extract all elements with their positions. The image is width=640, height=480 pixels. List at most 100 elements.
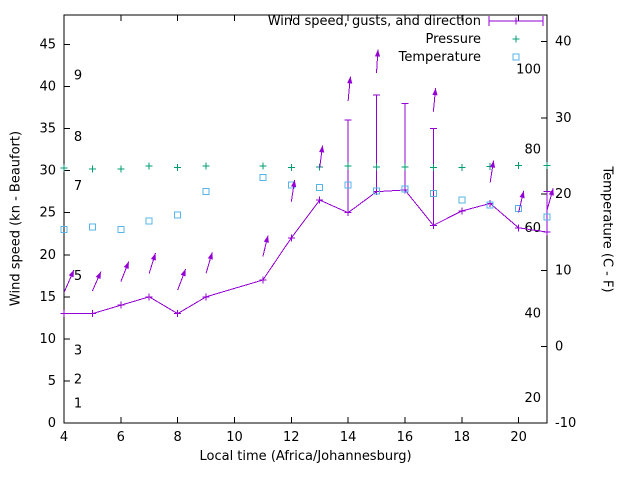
wind-direction-arrowhead bbox=[374, 49, 381, 57]
wind-direction-arrowhead bbox=[123, 261, 129, 269]
x-tick-label: 14 bbox=[340, 430, 357, 445]
beaufort-scale-label: 7 bbox=[74, 179, 82, 194]
y-tick-label: 40 bbox=[39, 80, 56, 95]
fahrenheit-scale-label: 60 bbox=[524, 221, 541, 236]
y-tick-label: 15 bbox=[39, 290, 56, 305]
temperature-point bbox=[429, 189, 437, 197]
x-tick-label: 18 bbox=[453, 430, 470, 445]
wind-point bbox=[174, 310, 182, 318]
pressure-point bbox=[515, 162, 523, 170]
y2-tick-label: 30 bbox=[555, 111, 572, 126]
legend-label-pressure: Pressure bbox=[425, 31, 481, 47]
x-tick-label: 6 bbox=[117, 430, 125, 445]
y-tick-label: 20 bbox=[39, 248, 56, 263]
x-tick-label: 16 bbox=[397, 430, 414, 445]
pressure-point bbox=[429, 163, 437, 171]
x-tick-label: 12 bbox=[283, 430, 300, 445]
beaufort-scale-label: 5 bbox=[74, 269, 82, 284]
temperature-point bbox=[543, 213, 551, 221]
pressure-point bbox=[259, 162, 267, 170]
wind-point bbox=[486, 199, 494, 207]
y-tick-label: 10 bbox=[39, 332, 56, 347]
wind-point bbox=[458, 207, 466, 215]
y-tick-label: 30 bbox=[39, 164, 56, 179]
y2-tick-label: 40 bbox=[555, 35, 572, 50]
temperature-point bbox=[316, 183, 324, 191]
beaufort-scale-label: 1 bbox=[74, 397, 82, 412]
legend-sample-plus-icon bbox=[487, 33, 545, 45]
temperature-point bbox=[373, 187, 381, 195]
y2-axis-label: Temperature (C - F) bbox=[599, 166, 615, 293]
beaufort-scale-label: 8 bbox=[74, 130, 82, 145]
legend-label-temperature: Temperature bbox=[398, 49, 481, 65]
y-tick-label: 0 bbox=[48, 416, 56, 431]
y-tick-label: 45 bbox=[39, 37, 56, 52]
pressure-point bbox=[202, 162, 210, 170]
pressure-point bbox=[174, 163, 182, 171]
pressure-point bbox=[401, 163, 409, 171]
wind-point bbox=[117, 301, 125, 309]
pressure-point bbox=[543, 162, 551, 170]
wind-direction-arrowhead bbox=[95, 271, 101, 280]
x-axis-label: Local time (Africa/Johannesburg) bbox=[199, 449, 412, 464]
y-tick-label: 5 bbox=[48, 374, 56, 389]
x-tick-label: 4 bbox=[60, 430, 68, 445]
chart-legend: Wind speed, gusts, and direction Pressur… bbox=[268, 13, 545, 65]
wind-point bbox=[543, 228, 551, 236]
pressure-point bbox=[88, 165, 96, 173]
temperature-point bbox=[60, 226, 68, 234]
pressure-point bbox=[344, 162, 352, 170]
wind-direction-arrowhead bbox=[180, 269, 186, 277]
legend-entry-temperature: Temperature bbox=[268, 49, 545, 65]
y-axis-label: Wind speed (kn - Beaufort) bbox=[8, 130, 24, 307]
wind-direction-arrowhead bbox=[548, 188, 554, 196]
wind-point bbox=[429, 221, 437, 229]
temperature-point bbox=[202, 188, 210, 196]
wind-direction-arrowhead bbox=[319, 145, 325, 153]
temperature-point bbox=[174, 211, 182, 219]
legend-entry-pressure: Pressure bbox=[268, 31, 545, 47]
fahrenheit-scale-label: 40 bbox=[524, 307, 541, 322]
pressure-point bbox=[458, 163, 466, 171]
wind-point bbox=[88, 310, 96, 318]
wind-point bbox=[287, 234, 295, 242]
wind-direction-arrowhead bbox=[489, 160, 496, 168]
legend-label-wind: Wind speed, gusts, and direction bbox=[267, 13, 481, 29]
legend-entry-wind: Wind speed, gusts, and direction bbox=[268, 13, 545, 29]
wind-direction-arrowhead bbox=[291, 179, 297, 188]
x-tick-label: 10 bbox=[226, 430, 243, 445]
y2-tick-label: 20 bbox=[555, 187, 572, 202]
y2-tick-label: 10 bbox=[555, 263, 572, 278]
fahrenheit-scale-label: 100 bbox=[516, 63, 541, 78]
beaufort-scale-label: 9 bbox=[74, 69, 82, 84]
beaufort-scale-label: 2 bbox=[74, 372, 82, 387]
wind-point bbox=[316, 196, 324, 204]
temperature-point bbox=[117, 226, 125, 234]
wind-point bbox=[145, 293, 153, 301]
wind-direction-arrowhead bbox=[432, 88, 438, 96]
temperature-point bbox=[458, 196, 466, 204]
pressure-point bbox=[373, 163, 381, 171]
wind-direction-arrowhead bbox=[347, 76, 353, 84]
fahrenheit-scale-label: 20 bbox=[524, 391, 541, 406]
y-tick-label: 25 bbox=[39, 206, 56, 221]
wind-point bbox=[344, 209, 352, 217]
wind-direction-arrowhead bbox=[68, 269, 74, 278]
fahrenheit-scale-label: 80 bbox=[524, 143, 541, 158]
wind-point bbox=[202, 293, 210, 301]
wind-direction-arrowhead bbox=[519, 190, 525, 199]
y-tick-label: 35 bbox=[39, 122, 56, 137]
y2-tick-label: -10 bbox=[555, 416, 576, 431]
legend-sample-errorbar-icon bbox=[487, 15, 545, 27]
pressure-point bbox=[287, 163, 295, 171]
pressure-point bbox=[145, 162, 153, 170]
beaufort-scale-label: 3 bbox=[74, 344, 82, 359]
pressure-point bbox=[117, 165, 125, 173]
y2-tick-label: 0 bbox=[555, 340, 563, 355]
temperature-point bbox=[259, 173, 267, 181]
pressure-point bbox=[60, 164, 68, 172]
wind-direction-arrowhead bbox=[150, 253, 156, 261]
wind-point bbox=[259, 276, 267, 284]
